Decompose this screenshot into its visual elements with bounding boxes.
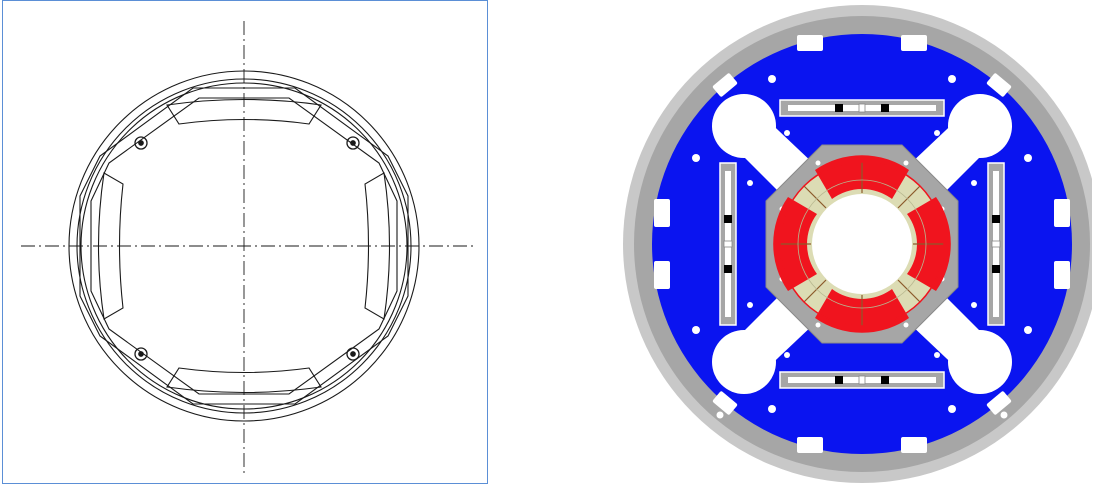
colored-cross-section	[623, 5, 1092, 483]
rim-slot	[654, 261, 670, 289]
rim-slot	[901, 35, 927, 51]
rim-slot	[1054, 199, 1070, 227]
top-pad	[166, 98, 322, 125]
corner-hole-top-left	[712, 94, 776, 158]
technical-drawing	[21, 21, 473, 476]
yoke-holes	[692, 75, 1032, 419]
technical-drawing-panel	[2, 0, 488, 484]
bolt	[835, 376, 843, 384]
colored-cross-section-panel	[622, 3, 1093, 485]
bolt	[724, 215, 732, 223]
gray-bar-bottom	[779, 371, 945, 389]
rim-slot	[797, 35, 823, 51]
fastener-top-right	[346, 136, 360, 150]
fastener-bottom-right	[346, 347, 360, 361]
fastener-bottom-left	[134, 347, 148, 361]
left-pad	[97, 172, 124, 320]
bore	[812, 194, 912, 294]
gray-bar-top	[779, 99, 945, 117]
corner-hole-bottom-left	[712, 330, 776, 394]
bolt	[724, 265, 732, 273]
bolt	[881, 376, 889, 384]
bolt	[835, 104, 843, 112]
octagon-inner	[90, 97, 398, 395]
corner-hole-bottom-right	[948, 330, 1012, 394]
rim-slot	[712, 73, 738, 97]
bottom-pad	[166, 367, 322, 394]
rim-slot	[797, 437, 823, 453]
rim-slot	[901, 437, 927, 453]
coil-separators	[780, 162, 944, 326]
fastener-top-left	[134, 136, 148, 150]
rim-slots	[654, 35, 1070, 453]
gray-bar-left	[719, 162, 737, 326]
right-pad	[364, 172, 391, 320]
rim-slot	[986, 73, 1012, 97]
octagon-outer	[79, 87, 409, 405]
rim-slot	[986, 391, 1012, 415]
bolt	[992, 215, 1000, 223]
gray-bar-right	[987, 162, 1005, 326]
bolt	[881, 104, 889, 112]
rim-slot	[1054, 261, 1070, 289]
rim-slot	[712, 391, 738, 415]
bolt	[992, 265, 1000, 273]
rim-slot	[654, 199, 670, 227]
corner-hole-top-right	[948, 94, 1012, 158]
